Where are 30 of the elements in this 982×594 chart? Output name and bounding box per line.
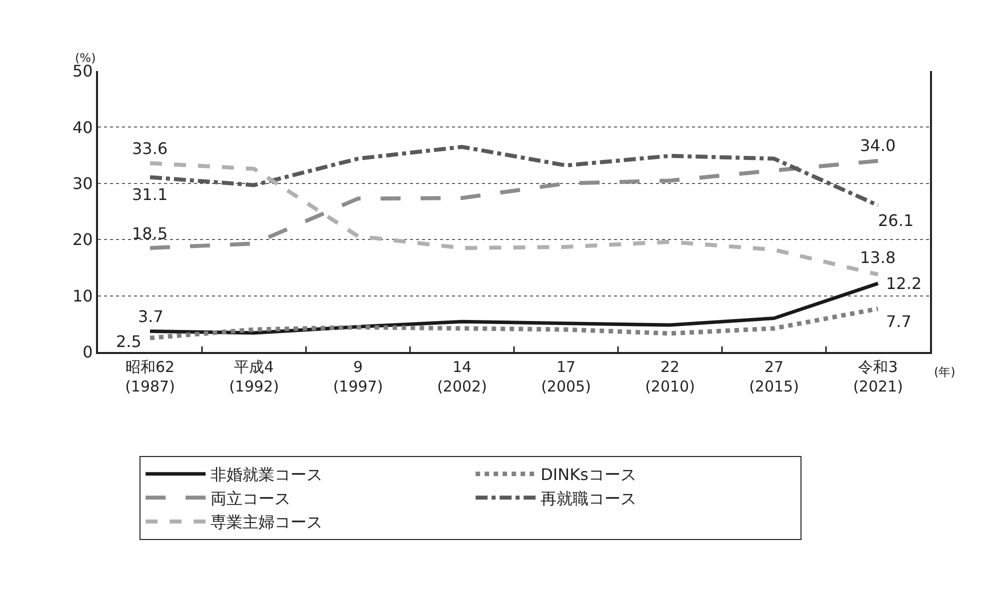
legend-label: 専業主婦コース	[210, 512, 323, 532]
x-axis-title: (年)	[934, 365, 956, 379]
x-tick-label: 令和3 (2021)	[853, 358, 903, 396]
legend-label: 非婚就業コース	[210, 465, 323, 484]
legend-label: 両立コース	[210, 488, 291, 508]
data-label: 33.6	[132, 139, 168, 158]
x-tick-label: 平成4 (1992)	[229, 358, 279, 396]
x-tick-label: 14 (2002)	[437, 358, 487, 396]
x-tick-label: 9 (1997)	[333, 358, 383, 396]
x-tick-label: 27 (2015)	[749, 358, 799, 396]
y-tick-label: 20	[72, 230, 93, 250]
data-label: 3.7	[138, 307, 164, 326]
y-tick-label: 10	[72, 286, 93, 306]
data-label: 26.1	[878, 211, 914, 230]
data-label: 12.2	[886, 274, 922, 293]
data-label: 7.7	[886, 312, 912, 331]
legend-label: DINKsコース	[540, 465, 636, 484]
data-label: 2.5	[116, 332, 142, 351]
y-tick-label: 40	[72, 118, 93, 137]
data-label: 18.5	[132, 224, 168, 243]
x-tick-label: 昭和62 (1987)	[125, 358, 175, 396]
data-label: 13.8	[860, 248, 896, 267]
x-tick-label: 22 (2010)	[645, 358, 695, 396]
y-tick-label: 0	[82, 342, 93, 362]
x-tick-label: 17 (2005)	[541, 358, 591, 396]
legend-label: 再就職コース	[540, 488, 637, 508]
y-axis-title: (%)	[75, 51, 96, 65]
y-tick-label: 30	[72, 174, 93, 193]
data-label: 34.0	[860, 136, 896, 155]
data-label: 31.1	[132, 185, 168, 204]
